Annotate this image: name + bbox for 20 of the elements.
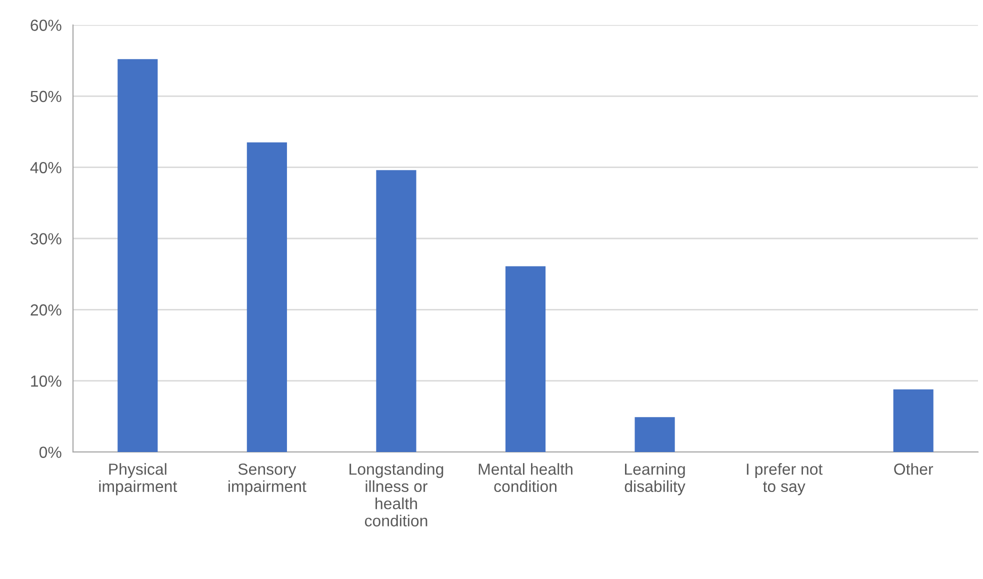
bar <box>505 266 546 452</box>
x-tick-label: I prefer not to say <box>746 463 823 496</box>
y-tick-label: 40% <box>30 162 62 174</box>
y-tick-label: 50% <box>30 90 62 102</box>
bar <box>118 59 158 452</box>
y-tick-label: 0% <box>39 446 62 458</box>
x-tick-label: Learning disability <box>624 463 686 496</box>
x-tick-label: Mental health condition <box>478 463 572 492</box>
bar <box>376 170 416 452</box>
y-tick-label: 20% <box>30 304 62 316</box>
y-tick-label: 30% <box>30 233 62 244</box>
x-tick-label: Physical impairment <box>99 463 178 496</box>
y-tick-label: 60% <box>30 20 62 31</box>
y-tick-label: 10% <box>31 375 62 387</box>
x-tick-label: Longstanding illness or health condition <box>350 463 444 526</box>
bar <box>246 142 287 452</box>
bar <box>893 389 934 452</box>
x-tick-label: Sensory impairment <box>228 464 306 496</box>
x-tick-label: Other <box>894 463 934 475</box>
bar <box>634 417 675 452</box>
